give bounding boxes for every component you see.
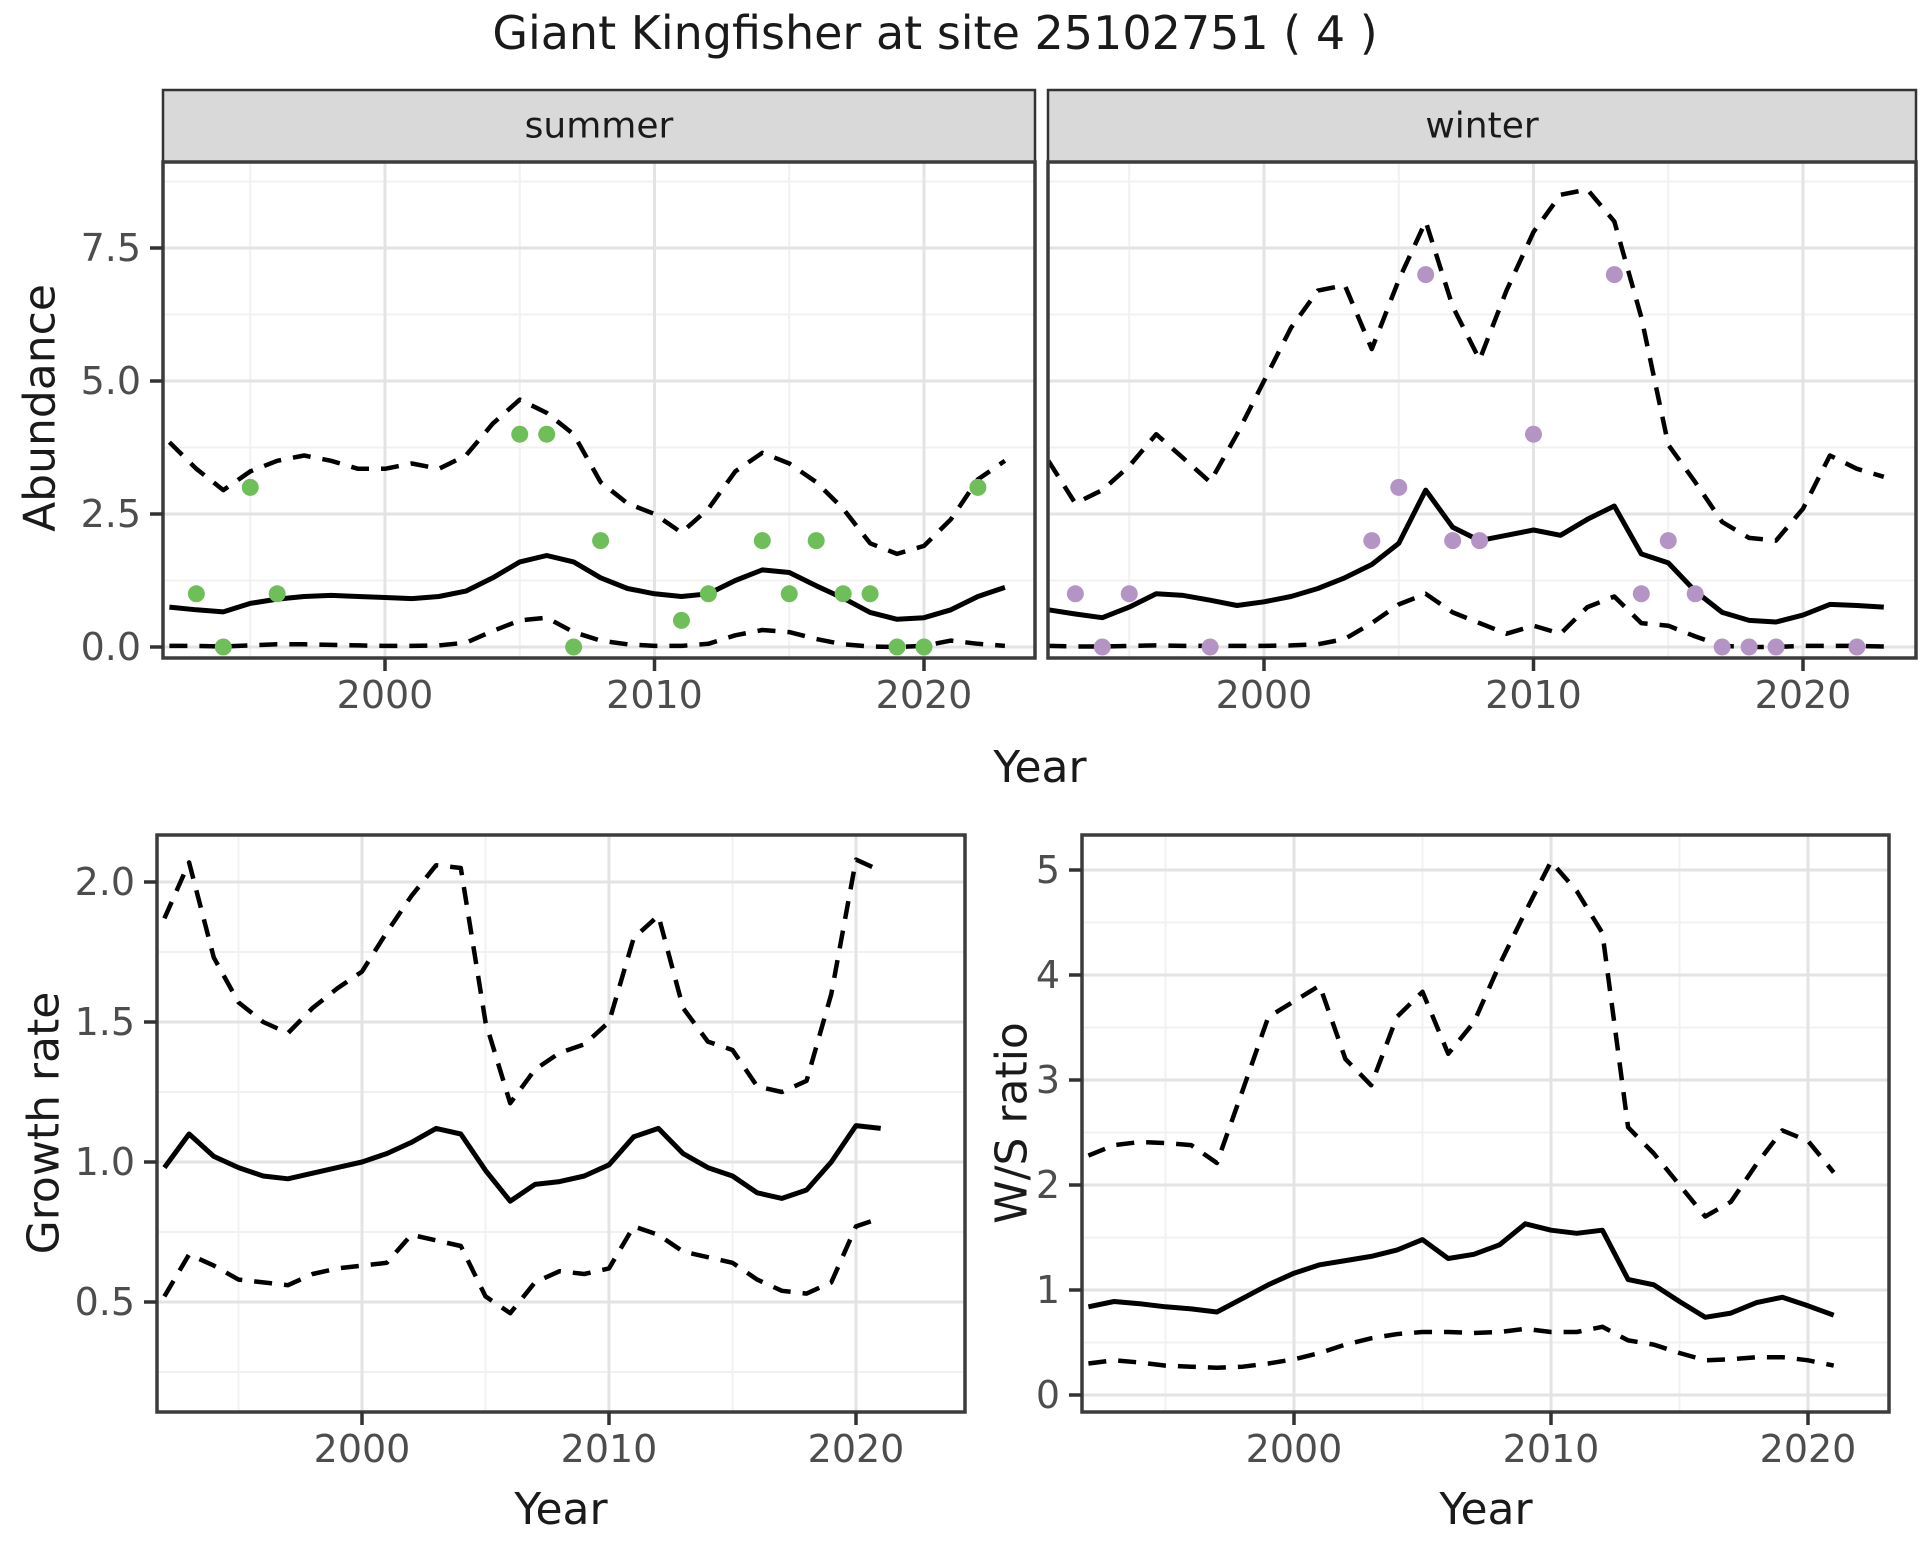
x-tick-label: 2000 — [1246, 1427, 1343, 1471]
observation-point — [1444, 532, 1462, 550]
panel-border — [1080, 833, 1891, 1414]
observation-point — [1525, 425, 1542, 443]
facet-strip — [161, 88, 1037, 164]
observation-point — [780, 585, 798, 603]
y-tick-label: 5.0 — [81, 359, 141, 403]
panel-abundance-winter: 2000 2010 2020 — [1046, 88, 1918, 717]
y-tick-label: 2 — [1036, 1163, 1060, 1207]
observation-point — [699, 585, 717, 603]
observation-point — [187, 585, 205, 603]
x-tick-label: 2000 — [314, 1427, 411, 1471]
lower-ci-line — [1048, 591, 1884, 650]
observation-point — [1471, 532, 1489, 550]
upper-ci-line — [162, 857, 882, 1106]
y-tick-label: 0.0 — [81, 625, 141, 669]
observation-point — [1605, 266, 1623, 284]
x-tick-label: 2000 — [337, 673, 434, 717]
observation-point — [1093, 638, 1111, 656]
y-tick-label: 4 — [1036, 953, 1060, 997]
y-tick-label: 7.5 — [81, 226, 141, 270]
lower-ci-line — [162, 1215, 882, 1316]
facet-label-winter: winter — [1425, 105, 1539, 147]
observation-point — [834, 585, 852, 603]
observation-point — [861, 585, 879, 603]
observation-point — [1713, 638, 1731, 656]
observation-point — [1740, 638, 1758, 656]
observation-point — [268, 585, 286, 603]
x-tick-label: 2010 — [1503, 1427, 1600, 1471]
observation-point — [592, 532, 610, 550]
observation-point — [807, 532, 825, 550]
observation-point — [214, 638, 232, 656]
observation-point — [753, 532, 771, 550]
x-tick-label: 2000 — [1216, 673, 1313, 717]
facet-strip — [1046, 88, 1918, 164]
observation-point — [915, 638, 933, 656]
x-axis-title-year-bottom-right: Year — [1439, 1484, 1533, 1535]
y-tick-label: 1 — [1036, 1268, 1060, 1312]
y-axis-title-abundance: Abundance — [14, 284, 66, 532]
upper-ci-line — [1048, 187, 1885, 543]
panel-border — [161, 160, 1037, 660]
upper-ci-line — [1087, 859, 1836, 1219]
observation-point — [511, 425, 529, 443]
observation-point — [1848, 638, 1866, 656]
panel-ws-ratio: 2000 2010 2020 0 1 2 3 4 5 — [1036, 833, 1891, 1471]
observation-point — [1767, 638, 1785, 656]
y-tick-label: 2.5 — [81, 492, 141, 536]
x-tick-label: 2020 — [1755, 673, 1852, 717]
y-tick-label: 2.0 — [75, 860, 135, 904]
y-tick-label: 1.5 — [75, 1000, 135, 1044]
x-tick-label: 2020 — [808, 1427, 905, 1471]
observation-point — [969, 478, 987, 496]
lower-ci-line — [1088, 1324, 1835, 1370]
observation-point — [1066, 585, 1084, 603]
observation-point — [1363, 532, 1381, 550]
panel-border — [1046, 160, 1918, 660]
estimate-line — [169, 553, 1006, 622]
upper-ci-line — [167, 397, 1007, 557]
x-tick-label: 2020 — [876, 673, 973, 717]
y-tick-label: 0 — [1036, 1373, 1060, 1417]
observation-point — [565, 638, 583, 656]
observation-point — [1659, 532, 1677, 550]
observation-point — [1390, 478, 1408, 496]
lower-ci-line — [169, 615, 1006, 650]
observation-point — [1120, 585, 1138, 603]
observation-point — [672, 611, 690, 629]
x-tick-label: 2010 — [561, 1427, 658, 1471]
page-title: Giant Kingfisher at site 25102751 ( 4 ) — [492, 6, 1378, 60]
observation-point — [888, 638, 906, 656]
y-tick-label: 0.5 — [75, 1280, 135, 1324]
estimate-line — [1048, 487, 1884, 625]
y-tick-label: 1.0 — [75, 1140, 135, 1184]
x-tick-label: 2010 — [1485, 673, 1582, 717]
facet-label-summer: summer — [524, 105, 674, 147]
panel-abundance-summer: 2000 2010 2020 0.0 2.5 5.0 7.5 — [81, 88, 1037, 717]
observation-point — [1632, 585, 1650, 603]
observation-point — [1686, 585, 1704, 603]
panel-growth-rate: 2000 2010 2020 0.5 1.0 1.5 2.0 — [75, 833, 967, 1471]
estimate-line — [1087, 1221, 1835, 1320]
x-tick-label: 2020 — [1760, 1427, 1857, 1471]
observation-point — [241, 478, 259, 496]
x-axis-title-year-bottom-left: Year — [514, 1484, 608, 1535]
y-axis-title-ws-ratio: W/S ratio — [986, 1022, 1038, 1224]
estimate-line — [162, 1123, 881, 1204]
observation-point — [538, 425, 556, 443]
y-tick-label: 3 — [1036, 1058, 1060, 1102]
y-axis-title-growth-rate: Growth rate — [18, 991, 70, 1255]
panel-border — [155, 833, 967, 1414]
observation-point — [1201, 638, 1219, 656]
y-tick-label: 5 — [1036, 848, 1060, 892]
x-axis-title-year-top: Year — [993, 742, 1087, 793]
observation-point — [1417, 266, 1435, 284]
x-tick-label: 2010 — [606, 673, 703, 717]
